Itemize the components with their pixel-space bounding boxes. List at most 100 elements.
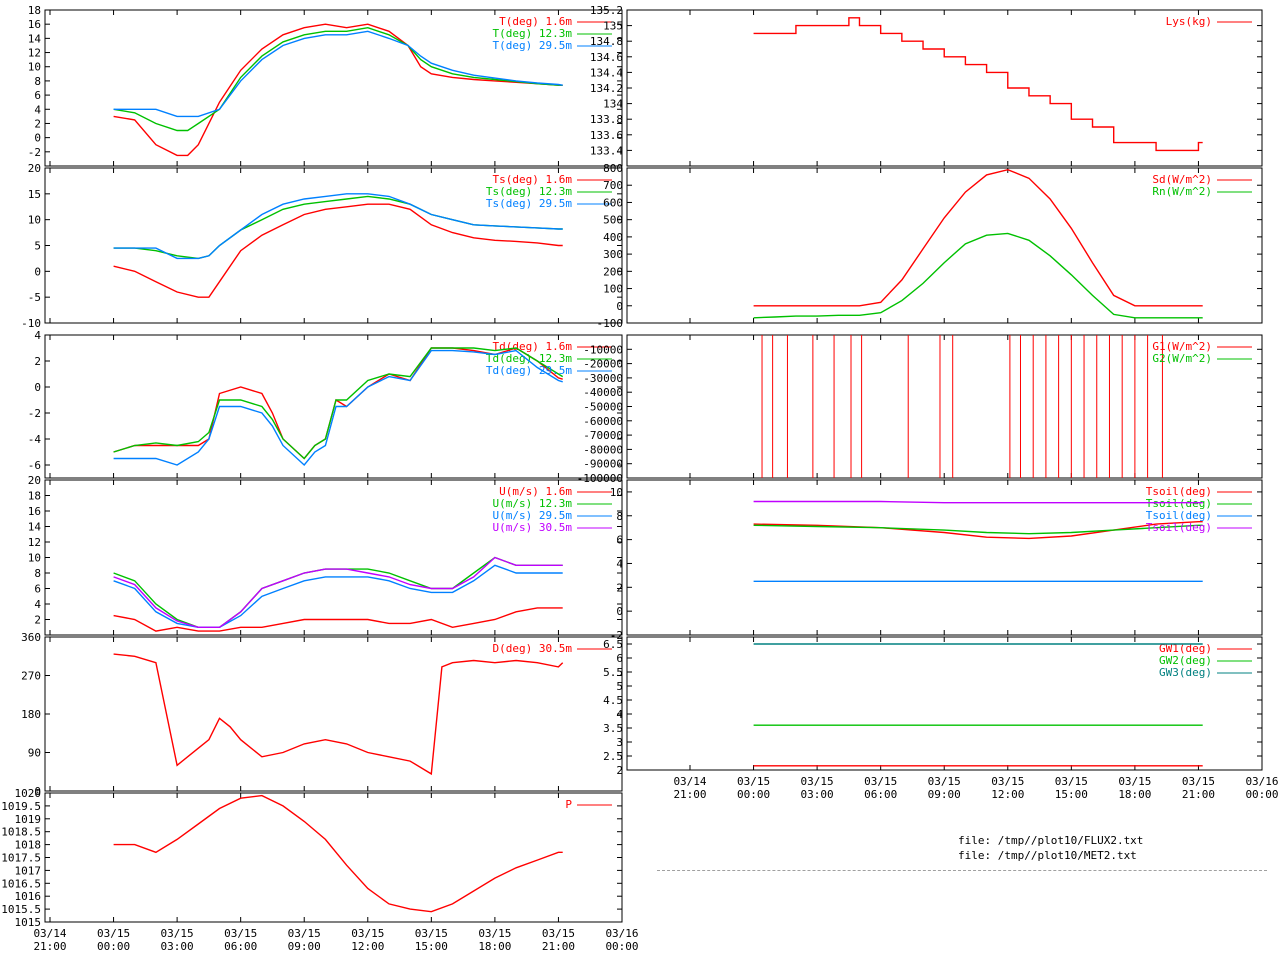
lys-ytick-label: 134.8	[590, 35, 623, 48]
radiation-ytick-label: 800	[603, 162, 623, 175]
radiation-series-line	[753, 232, 1203, 319]
file-list: file: /tmp//plot10/FLUX2.txt file: /tmp/…	[958, 833, 1143, 863]
gw-ytick-label: 3	[616, 736, 623, 749]
gw-xlabel-date: 03/15	[864, 775, 897, 788]
ground-flux-legend-label: G2(W/m^2)	[1152, 352, 1212, 365]
gw-ytick-label: 2	[616, 764, 623, 777]
ground-flux-ytick-label: -30000	[583, 372, 623, 385]
wind-speed-ytick-label: 2	[34, 614, 41, 627]
air-temp-ytick-label: 4	[34, 103, 41, 116]
lys-ytick-label: 134.2	[590, 82, 623, 95]
file-label-met: file: /tmp//plot10/MET2.txt	[958, 849, 1137, 862]
wind-dir-ytick-label: 270	[21, 670, 41, 683]
sonic-temp-series-line	[113, 193, 563, 260]
gw-xlabel-time: 03:00	[801, 788, 834, 801]
pressure-xlabel-time: 21:00	[542, 940, 575, 953]
soil-temp-ytick-label: 8	[616, 510, 623, 523]
pressure-frame	[44, 792, 623, 923]
air-temp-ytick-label: 0	[34, 132, 41, 145]
lys-ytick-label: 135	[603, 20, 623, 33]
gw-xlabel-date: 03/15	[1118, 775, 1151, 788]
radiation-ytick-label: -100	[597, 317, 624, 330]
lys-ytick-label: 133.4	[590, 144, 623, 157]
lys-frame	[626, 9, 1263, 167]
gw-xlabel-time: 21:00	[673, 788, 706, 801]
pressure-ytick-label: 1019.5	[1, 800, 41, 813]
wind-dir-series-line	[113, 653, 564, 776]
lys-ytick-label: 134.6	[590, 51, 623, 64]
wind-dir-legend-label: D(deg) 30.5m	[493, 642, 573, 655]
dewpoint-ytick-label: -4	[28, 433, 42, 446]
radiation-ytick-label: 600	[603, 196, 623, 209]
air-temp-ytick-label: 18	[28, 4, 41, 17]
pressure-ytick-label: 1017.5	[1, 852, 41, 865]
sonic-temp-ytick-label: -5	[28, 291, 41, 304]
sonic-temp-ytick-label: 10	[28, 214, 41, 227]
ground-flux-ytick-label: -80000	[583, 443, 623, 456]
air-temp-ytick-label: 16	[28, 18, 41, 31]
gw-xlabel-date: 03/15	[991, 775, 1024, 788]
gw-xlabel-date: 03/15	[928, 775, 961, 788]
wind-dir-ytick-label: 0	[34, 785, 41, 798]
air-temp-legend-label: T(deg) 1.6m	[499, 15, 572, 28]
wind-speed-legend-label: U(m/s) 12.3m	[493, 497, 573, 510]
wind-speed-ytick-label: 8	[34, 567, 41, 580]
ground-flux-ytick-label: -90000	[583, 458, 623, 471]
gw-xlabel-time: 12:00	[991, 788, 1024, 801]
pressure-xlabel-date: 03/15	[351, 927, 384, 940]
pressure-xlabel-date: 03/16	[605, 927, 638, 940]
air-temp-legend-label: T(deg) 29.5m	[493, 39, 573, 52]
soil-temp-series-line	[753, 500, 1203, 504]
air-temp-frame	[44, 9, 623, 167]
air-temp-ytick-label: 14	[28, 32, 42, 45]
dewpoint-ytick-label: 4	[34, 329, 41, 342]
gw-ytick-label: 5	[616, 680, 623, 693]
dewpoint-legend-label: Td(deg) 1.6m	[493, 340, 573, 353]
air-temp-ytick-label: 8	[34, 75, 41, 88]
wind-speed-ytick-label: 16	[28, 505, 41, 518]
wind-speed-ytick-label: 12	[28, 536, 41, 549]
lys-legend-label: Lys(kg)	[1166, 15, 1212, 28]
radiation-ytick-label: 200	[603, 265, 623, 278]
gw-xlabel-time: 18:00	[1118, 788, 1151, 801]
radiation-legend-label: Sd(W/m^2)	[1152, 173, 1212, 186]
pressure-xlabel-date: 03/14	[33, 927, 66, 940]
pressure-ytick-label: 1015.5	[1, 903, 41, 916]
radiation-ytick-label: 0	[616, 300, 623, 313]
pressure-xlabel-date: 03/15	[542, 927, 575, 940]
air-temp-ytick-label: 12	[28, 47, 41, 60]
pressure-ytick-label: 1019	[15, 813, 42, 826]
wind-dir-ytick-label: 360	[21, 631, 41, 644]
file-label-flux: file: /tmp//plot10/FLUX2.txt	[958, 834, 1144, 847]
pressure-ytick-label: 1017	[15, 864, 42, 877]
dewpoint-series-line	[113, 349, 563, 467]
dewpoint-ytick-label: 2	[34, 355, 41, 368]
wind-speed-series-line	[113, 556, 563, 628]
radiation-ytick-label: 300	[603, 248, 623, 261]
lys-series-line	[753, 17, 1203, 152]
pressure-xlabel-date: 03/15	[161, 927, 194, 940]
pressure-ytick-label: 1016	[15, 890, 42, 903]
pressure-ytick-label: 1018	[15, 839, 42, 852]
dewpoint-frame	[44, 334, 623, 479]
lys-ytick-label: 135.2	[590, 4, 623, 17]
gw-xlabel-date: 03/15	[1055, 775, 1088, 788]
pressure-xlabel-time: 09:00	[288, 940, 321, 953]
air-temp-ytick-label: 6	[34, 89, 41, 102]
air-temp-series-line	[113, 30, 563, 118]
pressure-xlabel-time: 18:00	[478, 940, 511, 953]
pressure-xlabel-time: 12:00	[351, 940, 384, 953]
dewpoint-ytick-label: -2	[28, 407, 41, 420]
pressure-ytick-label: 1016.5	[1, 877, 41, 890]
sonic-temp-legend-label: Ts(deg) 29.5m	[486, 197, 572, 210]
sonic-temp-legend-label: Ts(deg) 12.3m	[486, 185, 572, 198]
air-temp-ytick-label: 2	[34, 117, 41, 130]
gw-xlabel-time: 06:00	[864, 788, 897, 801]
ground-flux-ytick-label: -40000	[583, 386, 623, 399]
soil-temp-ytick-label: 6	[616, 534, 623, 547]
pressure-xlabel-time: 06:00	[224, 940, 257, 953]
pressure-ytick-label: 1015	[15, 916, 42, 929]
wind-speed-ytick-label: 14	[28, 521, 42, 534]
radiation-series-line	[753, 168, 1203, 307]
